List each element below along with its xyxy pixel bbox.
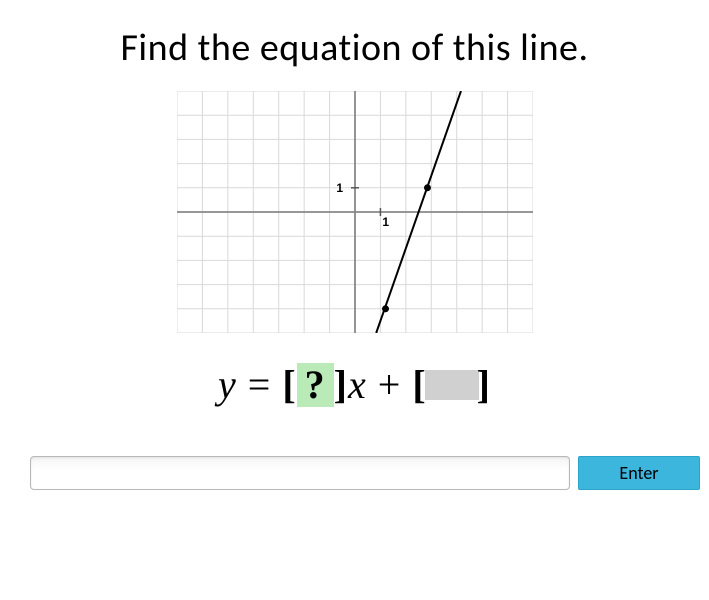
answer-input[interactable] <box>30 456 570 490</box>
slot2-close-bracket: ] <box>477 362 491 407</box>
svg-text:1: 1 <box>382 215 389 229</box>
chart-container: 11 <box>30 91 679 333</box>
equation-plus: + <box>378 362 402 407</box>
equation-template: y = [?]x + [] <box>30 361 679 408</box>
slot1-open-bracket: [ <box>282 362 296 407</box>
question-prompt: Find the equation of this line. <box>30 25 679 71</box>
svg-text:1: 1 <box>336 181 343 195</box>
slot1-close-bracket: ] <box>334 362 348 407</box>
answer-row: Enter <box>30 456 700 490</box>
enter-button[interactable]: Enter <box>578 456 700 490</box>
equation-x: x <box>348 362 367 407</box>
coordinate-grid-chart: 11 <box>177 91 533 333</box>
slope-slot[interactable]: ? <box>297 363 334 407</box>
intercept-slot[interactable] <box>425 370 479 400</box>
equation-y: y <box>218 362 237 407</box>
equation-equals: = <box>248 362 272 407</box>
